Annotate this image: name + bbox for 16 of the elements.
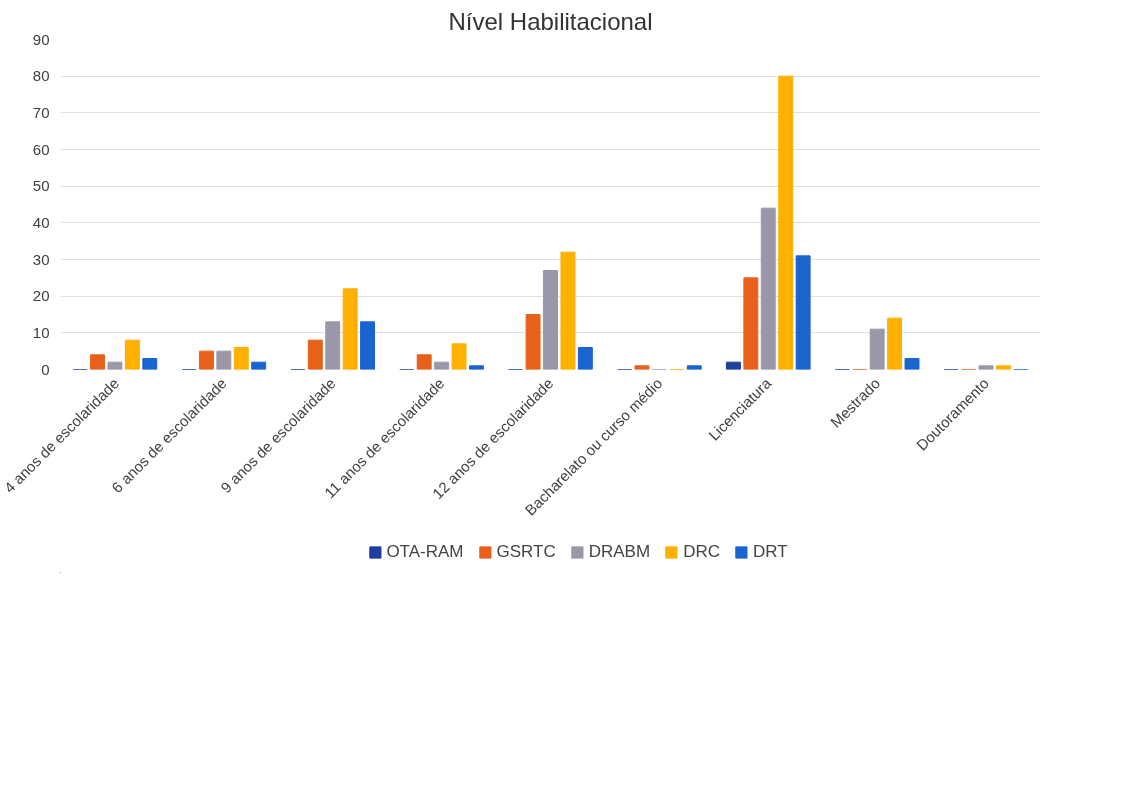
- legend-label: GSRTC: [496, 542, 556, 562]
- y-tick-label: 40: [32, 213, 50, 231]
- legend-label: DRT: [752, 542, 788, 562]
- legend-label: DRABM: [588, 542, 651, 562]
- y-tick-label: 60: [32, 140, 50, 158]
- y-tick-label: 90: [32, 30, 50, 48]
- legend-label: OTA-RAM: [386, 542, 464, 562]
- y-tick-label: 10: [32, 323, 50, 341]
- y-tick-label: 80: [32, 67, 50, 85]
- y-tick-label: 0: [41, 360, 50, 378]
- chart-title: Nível Habilitacional: [448, 7, 653, 35]
- y-tick-label: 70: [32, 103, 50, 121]
- y-tick-label: 20: [32, 287, 50, 305]
- legend-label: DRC: [683, 542, 720, 562]
- y-tick-label: 50: [32, 177, 50, 195]
- y-tick-label: 30: [32, 250, 50, 268]
